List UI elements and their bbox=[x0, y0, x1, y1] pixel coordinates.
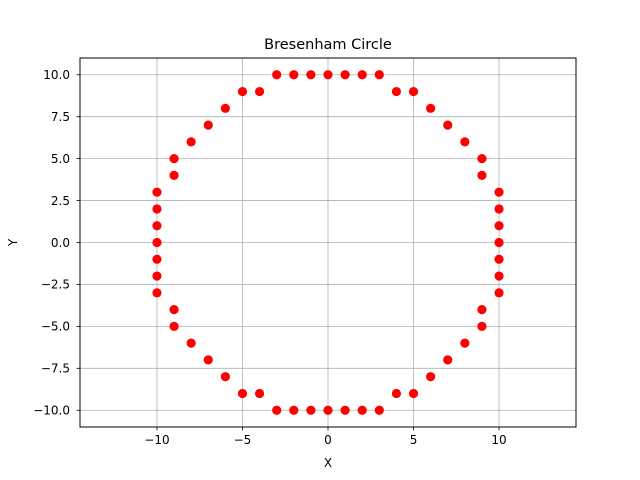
data-point bbox=[169, 154, 179, 164]
data-point bbox=[306, 405, 316, 415]
y-tick-label: 2.5 bbox=[51, 194, 70, 208]
y-axis-ticks: 10.0 7.5 5.0 2.5 0.0 −2.5 −5.0 −7.5 −10.0 bbox=[33, 68, 80, 418]
data-point bbox=[340, 405, 350, 415]
data-point bbox=[391, 388, 402, 399]
data-point bbox=[408, 86, 419, 97]
data-point bbox=[494, 288, 504, 298]
data-point bbox=[477, 304, 487, 315]
data-point bbox=[220, 372, 230, 382]
y-tick-label: 7.5 bbox=[51, 110, 70, 124]
data-point bbox=[340, 70, 350, 80]
data-point bbox=[494, 221, 504, 231]
data-point bbox=[494, 204, 504, 214]
data-point bbox=[477, 154, 487, 164]
data-point bbox=[152, 237, 162, 248]
data-point bbox=[357, 405, 367, 415]
y-tick-label: 5.0 bbox=[51, 152, 70, 166]
data-point bbox=[203, 355, 213, 365]
x-axis-ticks: −10 −5 0 5 10 bbox=[144, 427, 507, 447]
data-point bbox=[477, 170, 487, 181]
data-point bbox=[374, 405, 384, 415]
data-point bbox=[460, 338, 470, 348]
data-point bbox=[408, 388, 419, 399]
data-point bbox=[477, 321, 487, 331]
data-point bbox=[152, 288, 162, 298]
data-point bbox=[391, 86, 402, 97]
data-point bbox=[169, 170, 179, 181]
data-point bbox=[169, 304, 179, 315]
data-point bbox=[306, 70, 316, 80]
y-tick-label: −5.0 bbox=[41, 320, 70, 334]
data-point bbox=[152, 204, 162, 214]
data-points bbox=[152, 70, 504, 415]
data-point bbox=[357, 70, 367, 80]
data-point bbox=[494, 237, 504, 248]
data-point bbox=[237, 388, 248, 399]
data-point bbox=[374, 70, 384, 80]
y-tick-label: −10.0 bbox=[33, 404, 70, 418]
y-tick-label: 0.0 bbox=[51, 236, 70, 250]
y-axis-label: Y bbox=[6, 238, 20, 247]
data-point bbox=[152, 271, 162, 281]
data-point bbox=[220, 103, 230, 113]
data-point bbox=[272, 405, 282, 415]
data-point bbox=[460, 137, 470, 147]
chart-title: Bresenham Circle bbox=[264, 37, 392, 53]
data-point bbox=[272, 70, 282, 80]
x-tick-label: 5 bbox=[410, 433, 418, 447]
data-point bbox=[289, 70, 299, 80]
data-point bbox=[323, 405, 333, 415]
x-tick-label: −10 bbox=[144, 433, 169, 447]
data-point bbox=[426, 372, 436, 382]
data-point bbox=[494, 254, 504, 264]
x-tick-label: 10 bbox=[491, 433, 506, 447]
data-point bbox=[443, 120, 453, 130]
data-point bbox=[494, 271, 504, 281]
data-point bbox=[323, 70, 333, 80]
data-point bbox=[186, 137, 196, 147]
data-point bbox=[169, 321, 179, 331]
data-point bbox=[152, 221, 162, 231]
data-point bbox=[443, 355, 453, 365]
x-tick-label: 0 bbox=[324, 433, 332, 447]
y-tick-label: 10.0 bbox=[43, 68, 70, 82]
data-point bbox=[254, 86, 265, 97]
data-point bbox=[203, 120, 213, 130]
data-point bbox=[289, 405, 299, 415]
data-point bbox=[152, 187, 162, 197]
y-tick-label: −2.5 bbox=[41, 278, 70, 292]
x-axis-label: X bbox=[324, 456, 332, 470]
data-point bbox=[426, 103, 436, 113]
x-tick-label: −5 bbox=[234, 433, 252, 447]
data-point bbox=[237, 86, 248, 97]
data-point bbox=[152, 254, 162, 264]
data-point bbox=[254, 388, 265, 399]
data-point bbox=[494, 187, 504, 197]
data-point bbox=[186, 338, 196, 348]
y-tick-label: −7.5 bbox=[41, 362, 70, 376]
